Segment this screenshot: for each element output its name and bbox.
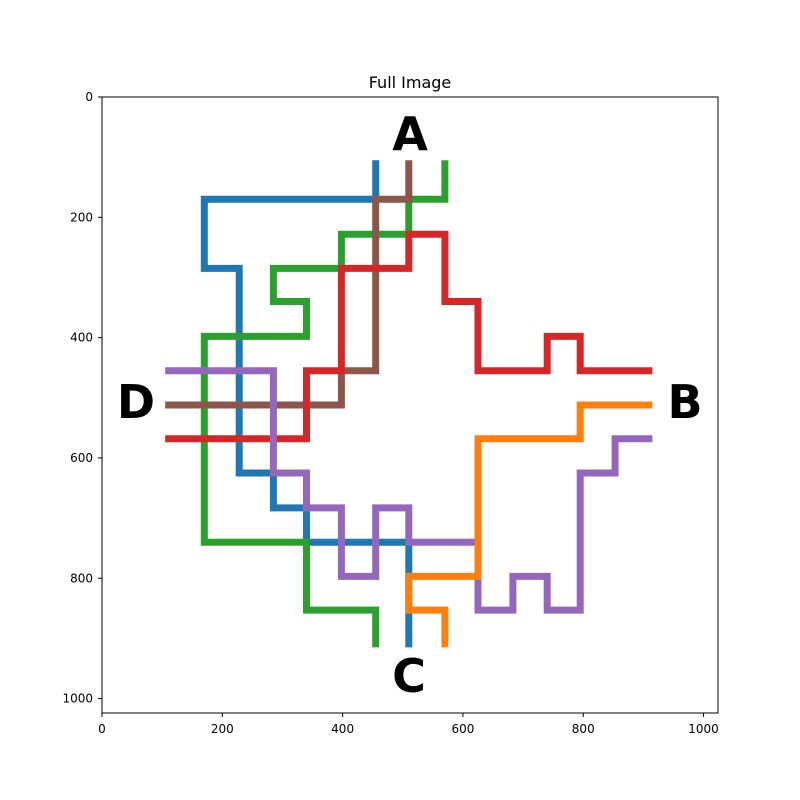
y-tick-label: 1000 bbox=[62, 692, 93, 706]
endpoint-label-a: A bbox=[392, 107, 428, 161]
path-purple bbox=[165, 367, 653, 614]
y-tick-label: 400 bbox=[70, 331, 93, 345]
y-tick-label: 0 bbox=[85, 90, 93, 104]
figure-title: Full Image bbox=[369, 73, 452, 92]
y-axis: 0 200 400 600 800 1000 bbox=[62, 90, 102, 706]
x-tick-label: 800 bbox=[572, 722, 595, 736]
x-tick-label: 1000 bbox=[688, 722, 719, 736]
endpoint-label-d: D bbox=[117, 375, 155, 429]
y-tick-label: 600 bbox=[70, 451, 93, 465]
endpoint-label-b: B bbox=[667, 375, 702, 429]
path-brown bbox=[165, 160, 413, 409]
paths-layer bbox=[165, 160, 653, 648]
x-tick-label: 400 bbox=[331, 722, 354, 736]
path-blue bbox=[200, 160, 413, 648]
path-orange bbox=[405, 401, 653, 648]
y-tick-label: 800 bbox=[70, 571, 93, 585]
x-tick-label: 600 bbox=[451, 722, 474, 736]
x-axis: 0 200 400 600 800 1000 bbox=[98, 713, 719, 736]
endpoint-label-c: C bbox=[392, 649, 426, 703]
path-red bbox=[165, 230, 653, 443]
axes-frame bbox=[101, 96, 719, 714]
y-tick-label: 200 bbox=[70, 210, 93, 224]
x-tick-label: 0 bbox=[98, 722, 106, 736]
path-green bbox=[200, 160, 449, 648]
x-tick-label: 200 bbox=[211, 722, 234, 736]
